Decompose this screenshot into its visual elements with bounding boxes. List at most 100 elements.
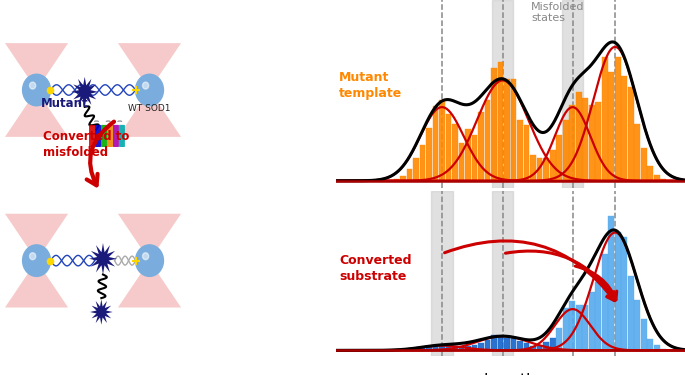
Circle shape xyxy=(136,245,164,276)
Bar xyxy=(576,92,582,181)
Bar xyxy=(465,346,471,350)
Bar xyxy=(433,106,438,181)
Bar xyxy=(569,105,575,181)
Bar xyxy=(660,178,667,181)
Bar xyxy=(478,111,484,181)
Bar xyxy=(452,346,458,350)
Bar xyxy=(562,0,583,188)
Bar xyxy=(452,124,458,181)
Bar xyxy=(524,344,530,350)
FancyBboxPatch shape xyxy=(101,125,107,147)
FancyBboxPatch shape xyxy=(119,125,125,147)
Bar xyxy=(459,348,464,350)
Bar xyxy=(543,342,549,350)
Polygon shape xyxy=(5,214,68,261)
Bar xyxy=(517,340,523,350)
Bar xyxy=(413,349,419,350)
Bar xyxy=(498,337,503,350)
Bar xyxy=(608,216,614,350)
Bar xyxy=(439,345,445,350)
Bar xyxy=(628,276,634,350)
Bar xyxy=(504,338,510,350)
Bar xyxy=(550,338,556,350)
Circle shape xyxy=(23,74,51,106)
Bar xyxy=(492,191,513,356)
Bar xyxy=(654,345,660,350)
FancyBboxPatch shape xyxy=(107,125,113,147)
Bar xyxy=(420,348,425,350)
Bar xyxy=(550,150,556,181)
Bar xyxy=(621,237,627,350)
Text: Mutant
template: Mutant template xyxy=(339,71,402,100)
Polygon shape xyxy=(118,214,181,261)
Bar xyxy=(589,105,595,181)
Bar xyxy=(654,175,660,181)
Polygon shape xyxy=(118,43,181,90)
Bar xyxy=(491,335,497,350)
Bar xyxy=(432,191,453,356)
Bar xyxy=(576,304,582,350)
Bar xyxy=(524,125,530,181)
Bar xyxy=(556,135,562,181)
Bar xyxy=(413,158,419,181)
Bar xyxy=(498,62,503,181)
Bar xyxy=(660,348,667,350)
Bar xyxy=(647,166,653,181)
Bar xyxy=(485,340,490,350)
Bar xyxy=(595,102,601,181)
Bar xyxy=(595,282,601,350)
Text: Misfolded
states: Misfolded states xyxy=(532,2,585,24)
Bar xyxy=(504,79,510,181)
Bar xyxy=(472,345,477,350)
Polygon shape xyxy=(118,90,181,137)
Bar xyxy=(491,68,497,181)
Bar xyxy=(582,98,588,181)
Bar xyxy=(615,57,621,181)
Bar xyxy=(426,347,432,350)
Bar xyxy=(530,154,536,181)
Bar xyxy=(628,87,634,181)
Bar xyxy=(634,300,640,350)
Bar xyxy=(641,320,647,350)
Bar xyxy=(472,135,477,181)
Polygon shape xyxy=(5,261,68,308)
Bar xyxy=(420,145,425,181)
Bar xyxy=(492,0,513,188)
Circle shape xyxy=(23,245,51,276)
Bar xyxy=(563,309,569,350)
FancyBboxPatch shape xyxy=(89,125,95,147)
Bar xyxy=(407,169,412,181)
Bar xyxy=(446,345,451,350)
Circle shape xyxy=(142,253,149,260)
Circle shape xyxy=(142,82,149,89)
Bar xyxy=(537,158,543,181)
Circle shape xyxy=(29,253,36,260)
Text: Mutant: Mutant xyxy=(41,97,88,110)
Bar xyxy=(478,343,484,350)
Polygon shape xyxy=(118,261,181,308)
Polygon shape xyxy=(5,43,68,90)
Bar xyxy=(641,148,647,181)
Bar xyxy=(615,232,621,350)
FancyBboxPatch shape xyxy=(95,125,101,147)
Bar xyxy=(647,339,653,350)
Bar xyxy=(511,338,516,350)
Bar xyxy=(394,179,399,181)
Bar xyxy=(602,254,608,350)
Bar xyxy=(387,180,393,181)
Polygon shape xyxy=(71,77,98,107)
Bar xyxy=(459,143,464,181)
Bar xyxy=(446,114,451,181)
Bar xyxy=(433,346,438,350)
Bar xyxy=(589,292,595,350)
Bar xyxy=(556,328,562,350)
Bar xyxy=(537,346,543,350)
Text: Length: Length xyxy=(484,373,537,375)
Circle shape xyxy=(29,82,36,89)
Bar xyxy=(667,180,673,181)
Bar xyxy=(621,75,627,181)
Bar xyxy=(634,123,640,181)
Bar xyxy=(465,129,471,181)
Bar xyxy=(563,120,569,181)
Polygon shape xyxy=(89,243,117,274)
